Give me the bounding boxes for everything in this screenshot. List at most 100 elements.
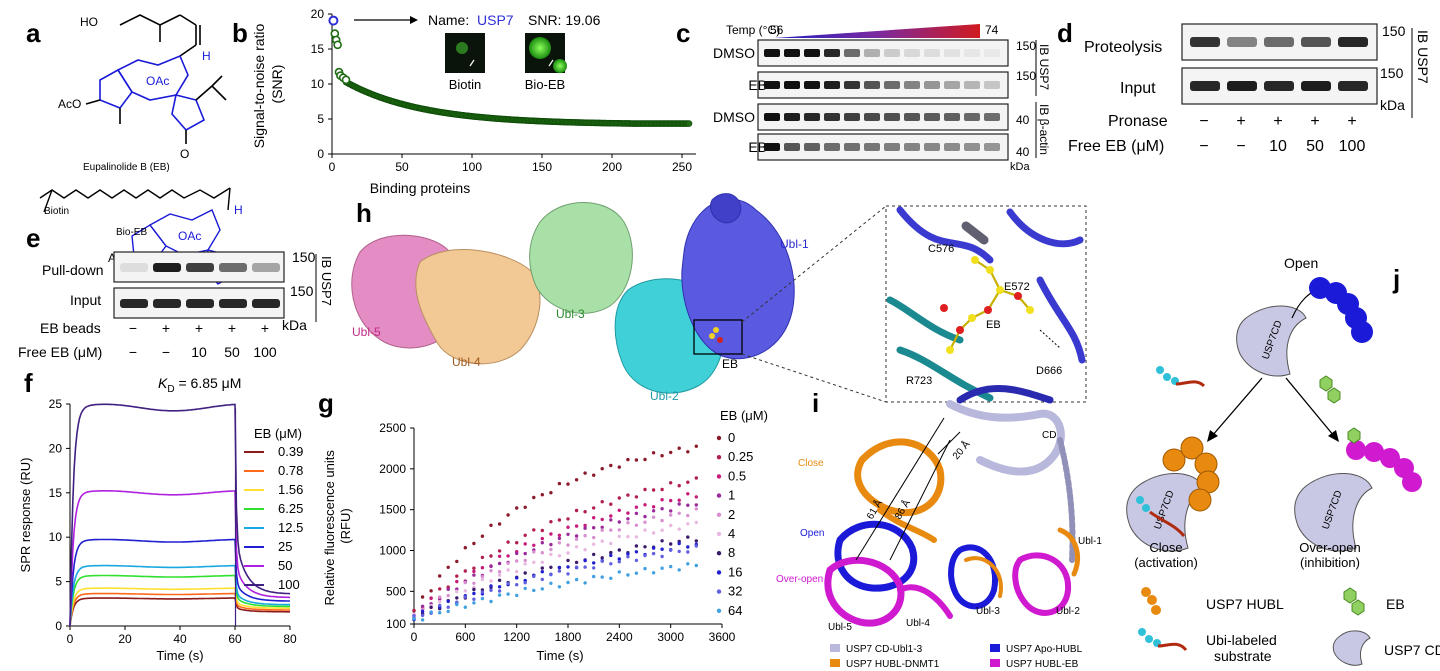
g-point-0	[686, 450, 690, 454]
i-label-ubl5: Ubl-5	[828, 622, 852, 633]
h-eb-ligand-3	[713, 327, 719, 333]
eb-aco-atom: AcO	[58, 97, 81, 111]
g-ticks: 0 600 1200 1800 2400 3000 36005001000150020002…	[379, 421, 735, 644]
g-ylabel-line2: (RFU)	[338, 508, 353, 543]
g-point-4	[643, 528, 647, 532]
i-label-close: Close	[798, 458, 824, 469]
d-band	[1264, 81, 1294, 91]
d-pronase-val-0: −	[1199, 113, 1208, 130]
g-point-1	[472, 573, 476, 577]
g-point-8	[472, 587, 476, 592]
g-ytick-label-0: 500	[386, 584, 406, 598]
e-band	[186, 299, 214, 308]
g-point-16	[609, 553, 613, 558]
f-lines	[69, 403, 291, 627]
g-point-1	[549, 542, 553, 547]
g-point-0-25	[489, 554, 493, 558]
g-point-4	[660, 528, 664, 532]
g-point-8	[694, 539, 698, 543]
e-beads-val-0: −	[129, 320, 137, 336]
j-close-sub: (activation)	[1134, 555, 1198, 570]
g-point-0-5	[455, 579, 459, 584]
g-point-8	[609, 550, 613, 555]
g-legend-label-9: 64	[728, 603, 742, 618]
c-band	[964, 113, 980, 121]
g-point-0	[592, 473, 596, 477]
e-free-eb-val-3: 50	[224, 344, 240, 360]
g-point-16	[557, 565, 562, 570]
h-inset-hbond	[1039, 329, 1061, 349]
b-inset-biotin-arrow	[469, 59, 475, 67]
g-ylabel-line1: Relative fluorescence units	[322, 450, 337, 606]
h-res-d666: D666	[1036, 365, 1062, 377]
b-ytick-label-3: 15	[311, 42, 325, 56]
g-point-16	[566, 565, 570, 569]
g-point-1	[557, 536, 562, 541]
d-mw-0: 150	[1382, 23, 1406, 39]
g-point-4	[574, 545, 579, 549]
g-point-4	[489, 579, 493, 583]
g-point-64	[412, 617, 416, 621]
f-ytick-label-5: 25	[49, 397, 63, 411]
c-temp-gradient	[774, 24, 980, 38]
g-point-32	[506, 581, 510, 586]
b-name-prefix: Name:	[428, 12, 469, 28]
d-band	[1190, 81, 1220, 91]
g-ytick-label-5: 100	[386, 617, 406, 631]
g-point-8	[429, 605, 433, 609]
h-res-c576: C576	[928, 243, 954, 255]
bio-eb-name: Bio-EB	[116, 227, 147, 238]
f-series-6-25	[69, 574, 290, 627]
j-leg-sub-chain	[1157, 642, 1188, 652]
g-legend-dot-5	[716, 531, 722, 537]
g-point-64	[480, 596, 485, 601]
g-point-8	[455, 596, 459, 600]
f-ytick-label-4: 20	[49, 441, 63, 455]
g-point-4	[463, 589, 467, 593]
g-ylabel: Relative fluorescence units (RFU)	[322, 447, 353, 606]
c-ib-top: IB USP7	[1037, 44, 1051, 90]
i-legend-0: USP7 CD-Ubl1-3	[846, 644, 923, 655]
g-point-4	[677, 527, 681, 531]
f-legend-label-3: 6.25	[278, 501, 303, 516]
g-point-0-5	[686, 492, 690, 496]
b-ytick-label-0: 0	[317, 147, 324, 161]
j-legend-eb: EB	[1386, 596, 1405, 612]
g-point-64	[617, 570, 621, 574]
g-point-0-25	[583, 510, 587, 514]
j-arrow-left	[1211, 377, 1263, 437]
panel-e-blots: Pull-down Input 150 150 kDa IB USP7 EB b…	[18, 249, 334, 360]
g-point-8	[523, 571, 527, 575]
g-point-32	[643, 553, 647, 558]
g-point-0	[515, 506, 519, 510]
d-band	[1190, 37, 1220, 47]
d-band	[1227, 81, 1257, 91]
g-point-4	[557, 554, 562, 558]
g-point-32	[669, 548, 673, 552]
eb-structure	[85, 14, 227, 144]
g-point-8	[660, 539, 664, 543]
g-point-8	[643, 545, 647, 549]
c-band	[884, 81, 900, 89]
g-point-0-5	[694, 495, 698, 499]
g-point-0-25	[592, 506, 596, 510]
b-ylabel-line1: Signal-to-noise ratio	[251, 23, 267, 148]
h-inset-ribbons	[886, 206, 1086, 404]
g-legend-label-8: 32	[728, 584, 742, 599]
i-label-cd: CD	[1042, 430, 1056, 441]
g-points	[412, 444, 698, 622]
g-point-16	[634, 550, 639, 554]
b-inset-bioeb-label: Bio-EB	[525, 77, 565, 92]
c-band	[904, 81, 920, 89]
h-ubl1-top	[709, 193, 742, 224]
g-point-0-5	[429, 596, 433, 600]
f-title: KD = 6.85 μM	[158, 375, 241, 395]
e-free-eb-label: Free EB (μM)	[18, 344, 102, 360]
b-inset-bioeb-dot	[529, 37, 551, 59]
d-free-eb-val-4: 100	[1339, 138, 1366, 155]
j-leg-hubl-3	[1151, 605, 1161, 615]
g-point-1	[626, 517, 630, 521]
g-legend-dot-9	[716, 608, 722, 613]
e-free-eb-val-4: 100	[253, 344, 277, 360]
